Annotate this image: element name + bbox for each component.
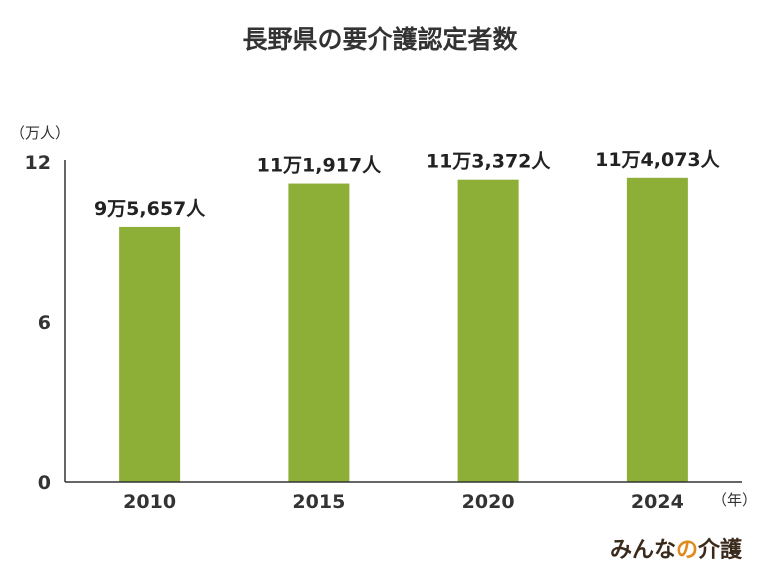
y-tick-label: 0 [38, 472, 51, 494]
bar-2010 [119, 226, 181, 482]
svg-text:みんなの介護: みんなの介護 [610, 537, 743, 563]
brand-logo: みんなの介護 [610, 537, 743, 563]
x-tick-label: 2020 [462, 491, 515, 513]
data-label-2024: 11万4,073人 [595, 149, 721, 171]
data-label-2020: 11万3,372人 [426, 151, 552, 173]
brand-logo-text-1: みんな [610, 538, 676, 563]
y-tick-label: 6 [38, 312, 51, 334]
x-tick-label: 2024 [631, 491, 684, 513]
y-axis-unit-label: （万人） [10, 124, 70, 142]
chart-title: 長野県の要介護認定者数 [242, 25, 518, 54]
bar-2015 [288, 183, 350, 482]
data-label-2010: 9万5,657人 [94, 198, 206, 220]
data-label-2015: 11万1,917人 [257, 155, 383, 177]
y-tick-label: 12 [25, 152, 51, 174]
bar-2024 [626, 177, 688, 482]
x-axis-unit-label: （年） [712, 491, 757, 509]
brand-logo-text-2: の [676, 538, 698, 563]
brand-logo-text-3: 介護 [697, 537, 743, 563]
x-tick-label: 2010 [123, 491, 176, 513]
x-tick-label: 2015 [292, 491, 345, 513]
bar-2020 [457, 179, 519, 482]
